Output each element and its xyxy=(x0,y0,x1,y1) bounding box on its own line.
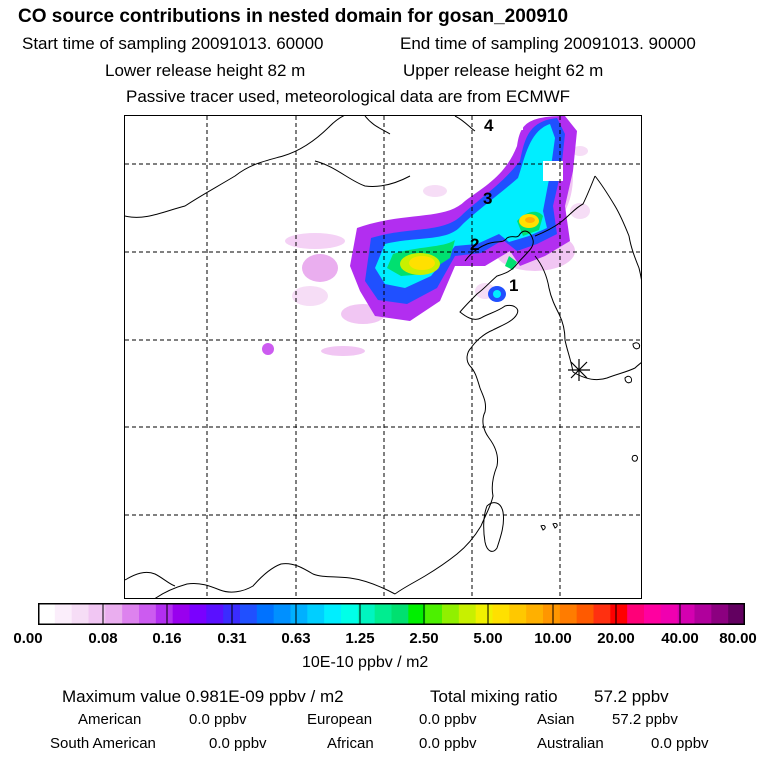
co-plume xyxy=(262,116,590,356)
colorbar-segment xyxy=(543,603,561,625)
colorbar-segment xyxy=(576,603,595,625)
region-value-american: 0.0 ppbv xyxy=(189,711,247,728)
colorbar-tick: 0.31 xyxy=(217,630,247,647)
colorbar-tick: 2.50 xyxy=(409,630,439,647)
summary-line: Maximum value 0.981E-09 ppbv / m2 Total … xyxy=(62,687,669,707)
tracer-note: Passive tracer used, meteorological data… xyxy=(126,87,571,106)
colorbar-segment xyxy=(139,603,157,625)
colorbar-segment xyxy=(273,603,292,625)
end-time-label: End time of sampling 20091013. 90000 xyxy=(400,34,696,53)
colorbar-segment xyxy=(189,603,207,625)
site-marker-3: 3 xyxy=(483,189,492,208)
map-panel: 1 2 3 4 xyxy=(124,115,642,599)
colorbar-segment xyxy=(593,603,611,625)
colorbar-segment xyxy=(526,603,544,625)
colorbar-segment xyxy=(425,603,443,625)
colorbar-segment xyxy=(391,603,409,625)
region-name-south-american: South American xyxy=(50,735,156,752)
colorbar-segment xyxy=(357,603,376,625)
colorbar-segment xyxy=(374,603,393,625)
colorbar-tick: 0.00 xyxy=(13,630,43,647)
colorbar-segment xyxy=(627,603,645,625)
colorbar-segment xyxy=(206,603,224,625)
colorbar-tick: 0.16 xyxy=(152,630,182,647)
colorbar-segment xyxy=(54,603,73,625)
region-value-australian: 0.0 ppbv xyxy=(651,735,709,752)
region-value-south-american: 0.0 ppbv xyxy=(209,735,267,752)
region-name-australian: Australian xyxy=(537,735,604,752)
colorbar-segment xyxy=(559,603,578,625)
total-mixing-ratio-value: 57.2 ppbv xyxy=(594,687,669,706)
colorbar-segment xyxy=(256,603,275,625)
colorbar-segment xyxy=(644,603,662,625)
colorbar-segment xyxy=(711,603,729,625)
colorbar-tick: 5.00 xyxy=(473,630,503,647)
upper-release-height: Upper release height 62 m xyxy=(403,61,604,80)
colorbar-segment xyxy=(492,603,510,625)
lower-release-height: Lower release height 82 m xyxy=(105,61,306,80)
region-value-african: 0.0 ppbv xyxy=(419,735,477,752)
colorbar-segment xyxy=(660,603,679,625)
colorbar-segment xyxy=(509,603,527,625)
site-marker-2: 2 xyxy=(470,235,479,254)
total-mixing-ratio-label: Total mixing ratio xyxy=(430,687,558,706)
colorbar-tick: 1.25 xyxy=(345,630,375,647)
colorbar-segment xyxy=(155,603,174,625)
region-name-american: American xyxy=(78,711,142,728)
colorbar-segment xyxy=(458,603,477,625)
colorbar-segment xyxy=(442,603,460,625)
colorbar-segment xyxy=(728,603,745,625)
region-name-african: African xyxy=(327,735,374,752)
colorbar xyxy=(38,603,745,625)
colorbar-tick: 20.00 xyxy=(597,630,635,647)
plot-title: CO source contributions in nested domain… xyxy=(18,6,569,27)
colorbar-segment xyxy=(694,603,712,625)
colorbar-tick: 80.00 xyxy=(719,630,757,647)
colorbar-tick: 0.63 xyxy=(281,630,311,647)
colorbar-segment xyxy=(341,603,359,625)
maximum-value: Maximum value 0.981E-09 ppbv / m2 xyxy=(62,687,344,706)
colorbar-segment xyxy=(122,603,140,625)
colorbar-segment xyxy=(105,603,123,625)
site-markers: 1 2 3 4 xyxy=(470,116,518,295)
colorbar-segment xyxy=(408,603,426,625)
release-heights: Lower release height 82 m Upper release … xyxy=(105,61,603,81)
region-name-asian: Asian xyxy=(537,711,575,728)
colorbar-segment xyxy=(307,603,325,625)
colorbar-segment xyxy=(290,603,308,625)
colorbar-border xyxy=(38,603,745,625)
colorbar-tick: 10.00 xyxy=(534,630,572,647)
map-canvas: 1 2 3 4 xyxy=(125,116,641,598)
lat-lon-grid xyxy=(125,116,641,598)
colorbar-segment xyxy=(610,603,628,625)
colorbar-segment xyxy=(172,603,191,625)
colorbar-segment xyxy=(475,603,494,625)
colorbar-unit: 10E-10 ppbv / m2 xyxy=(302,654,429,671)
sampling-times: Start time of sampling 20091013. 60000 E… xyxy=(22,34,696,54)
region-name-european: European xyxy=(307,711,373,728)
colorbar-tick: 40.00 xyxy=(661,630,699,647)
region-value-european: 0.0 ppbv xyxy=(419,711,477,728)
colorbar-segment xyxy=(88,603,106,625)
region-value-asian: 57.2 ppbv xyxy=(612,711,678,728)
colorbar-segment xyxy=(324,603,342,625)
start-time-label: Start time of sampling 20091013. 60000 xyxy=(22,34,324,53)
colorbar-segment xyxy=(38,603,56,625)
coastlines xyxy=(125,116,641,598)
colorbar-segment xyxy=(677,603,696,625)
colorbar-tick: 0.08 xyxy=(88,630,118,647)
asterisk-icon xyxy=(568,359,590,381)
site-marker-1: 1 xyxy=(509,276,518,295)
site-marker-4: 4 xyxy=(484,116,494,135)
colorbar-segment xyxy=(71,603,90,625)
colorbar-segment xyxy=(240,603,258,625)
